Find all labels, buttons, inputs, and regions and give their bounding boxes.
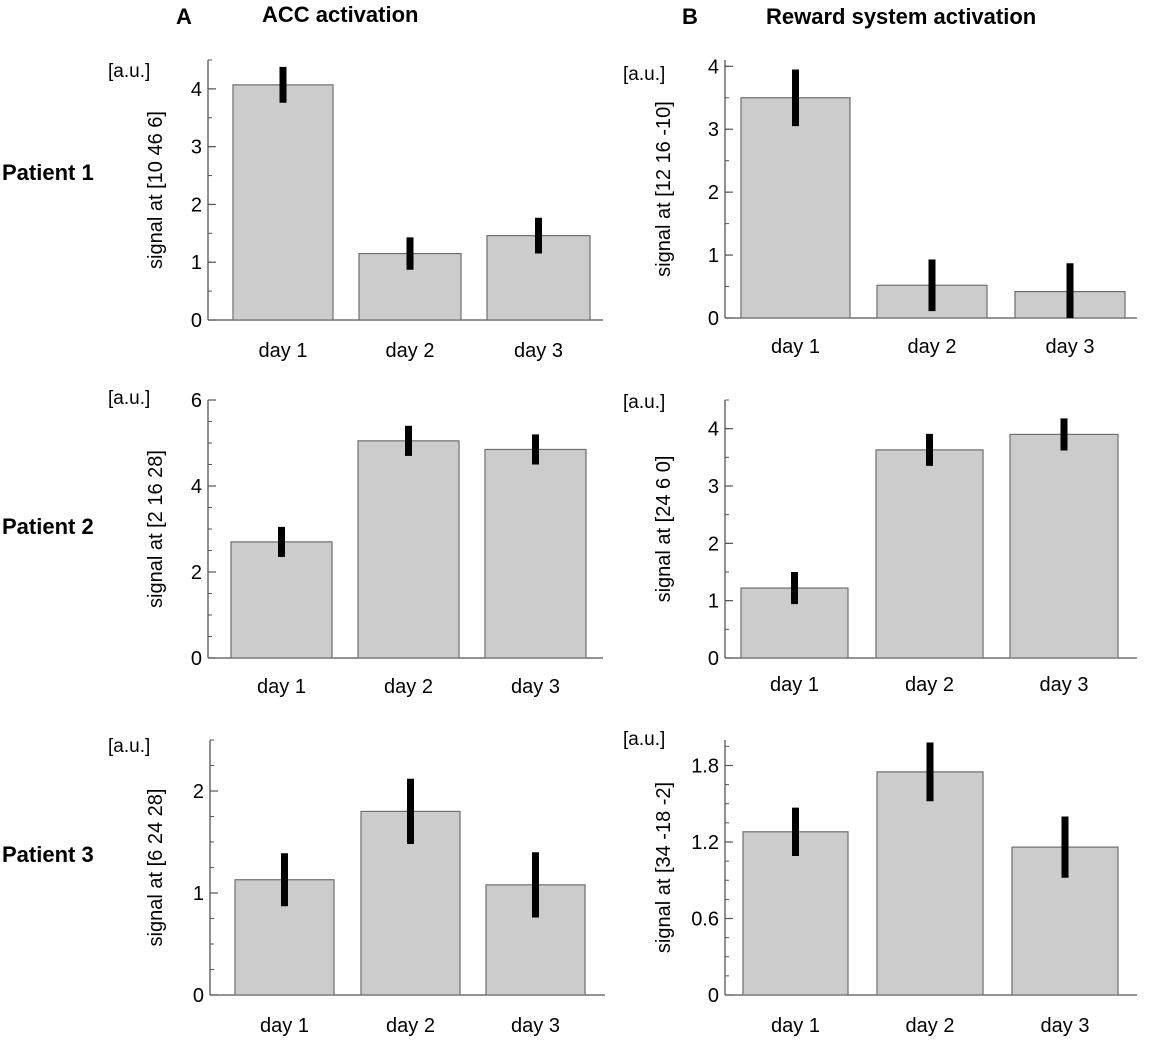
row-label-patient-2: Patient 2 (2, 514, 94, 539)
bar (357, 440, 460, 659)
chart-patient1-acc: [a.u.] signal at [10 46 6] 0 1 2 3 4 day 1 day 2… (108, 59, 603, 362)
y-tick-label: 1.8 (691, 756, 719, 778)
unit-label: [a.u.] (623, 64, 665, 85)
x-tick-label: day 3 (1041, 1015, 1090, 1037)
y-tick-label: 4 (708, 419, 719, 441)
x-tick-label: day 3 (514, 340, 563, 362)
unit-label: [a.u.] (108, 736, 150, 757)
column-title-reward: Reward system activation (766, 4, 1037, 29)
bar (484, 448, 587, 659)
row-label-patient-3: Patient 3 (2, 842, 94, 867)
y-tick-label: 2 (193, 781, 204, 803)
bar (876, 771, 984, 996)
x-tick-label: day 2 (386, 340, 435, 362)
column-label-b: B (682, 4, 698, 29)
x-tick-label: day 2 (905, 674, 954, 696)
x-tick-label: day 2 (384, 676, 433, 698)
y-tick-label: 0 (708, 648, 719, 670)
x-tick-label: day 2 (386, 1015, 435, 1037)
y-tick-label: 4 (191, 476, 202, 498)
bar (232, 84, 334, 321)
y-tick-label: 0 (708, 308, 719, 330)
y-axis-label: signal at [2 16 28] (145, 450, 167, 608)
bar (230, 541, 333, 659)
y-tick-label: 0.6 (691, 909, 719, 931)
y-tick-label: 1.2 (691, 832, 719, 854)
y-tick-label: 2 (708, 182, 719, 204)
x-tick-label: day 3 (1040, 674, 1089, 696)
bar (875, 449, 984, 659)
chart-patient1-reward: [a.u.] signal at [12 16 -10] 0 1 2 3 4 day 1 day… (623, 56, 1137, 358)
y-tick-label: 3 (708, 476, 719, 498)
x-tick-label: day 3 (511, 1015, 560, 1037)
y-axis-label: signal at [24 6 0] (653, 456, 675, 603)
y-tick-label: 1 (193, 883, 204, 905)
unit-label: [a.u.] (623, 392, 665, 413)
bar (1009, 433, 1119, 659)
y-tick-label: 1 (191, 252, 202, 274)
y-tick-label: 6 (191, 390, 202, 412)
y-tick-label: 0 (193, 985, 204, 1007)
x-tick-label: day 1 (771, 1015, 820, 1037)
y-axis-label: signal at [12 16 -10] (653, 101, 675, 277)
y-tick-label: 0 (191, 310, 202, 332)
y-tick-label: 2 (191, 194, 202, 216)
x-tick-label: day 1 (771, 336, 820, 358)
chart-patient2-reward: [a.u.] signal at [24 6 0] 0 1 2 3 4 day 1 day 2 d… (623, 392, 1137, 696)
x-tick-label: day 1 (257, 676, 306, 698)
column-title-acc: ACC activation (262, 2, 419, 27)
y-tick-label: 3 (191, 137, 202, 159)
y-tick-label: 4 (191, 79, 202, 101)
row-label-patient-1: Patient 1 (2, 160, 94, 185)
y-tick-label: 1 (708, 245, 719, 267)
y-tick-label: 0 (708, 985, 719, 1007)
x-tick-label: day 3 (1046, 336, 1095, 358)
x-tick-label: day 1 (770, 674, 819, 696)
y-tick-label: 2 (191, 562, 202, 584)
unit-label: [a.u.] (108, 61, 150, 82)
y-tick-label: 1 (708, 591, 719, 613)
y-axis-label: signal at [34 -18 -2] (653, 782, 675, 953)
y-axis-label: signal at [6 24 28] (145, 789, 167, 947)
chart-patient3-reward: [a.u.] signal at [34 -18 -2] 0 0.6 1.2 1.8 day… (623, 729, 1137, 1037)
x-tick-label: day 2 (906, 1015, 955, 1037)
x-tick-label: day 1 (259, 340, 308, 362)
bar (742, 831, 849, 996)
column-label-a: A (176, 4, 192, 29)
chart-patient3-acc: [a.u.] signal at [6 24 28] 0 1 2 day 1 day 2 da… (108, 736, 605, 1037)
y-axis-label: signal at [10 46 6] (145, 111, 167, 269)
y-tick-label: 0 (191, 648, 202, 670)
chart-patient2-acc: [a.u.] signal at [2 16 28] 0 2 4 6 day 1 day 2 d… (108, 388, 603, 698)
bar (740, 97, 851, 319)
y-tick-label: 3 (708, 119, 719, 141)
x-tick-label: day 3 (511, 676, 560, 698)
x-tick-label: day 1 (260, 1015, 309, 1037)
unit-label: [a.u.] (623, 729, 665, 750)
y-tick-label: 4 (708, 56, 719, 78)
x-tick-label: day 2 (908, 336, 957, 358)
unit-label: [a.u.] (108, 388, 150, 409)
y-tick-label: 2 (708, 533, 719, 555)
